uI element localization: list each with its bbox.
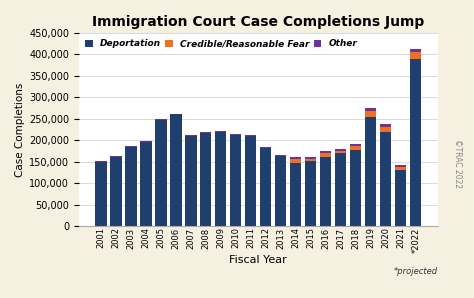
Bar xyxy=(320,153,331,156)
Bar xyxy=(95,162,107,226)
Bar xyxy=(260,148,272,226)
Bar xyxy=(395,165,406,167)
Bar xyxy=(125,146,137,147)
Bar xyxy=(380,127,392,132)
Bar xyxy=(320,151,331,153)
Bar xyxy=(290,159,301,162)
Text: *projected: *projected xyxy=(394,267,438,276)
Bar xyxy=(410,52,421,59)
Bar xyxy=(305,159,317,161)
Y-axis label: Case Completions: Case Completions xyxy=(15,82,25,177)
Bar xyxy=(410,59,421,226)
Bar xyxy=(275,156,286,226)
Bar xyxy=(140,142,152,226)
Bar xyxy=(335,151,346,153)
Bar xyxy=(320,156,331,226)
Bar xyxy=(125,147,137,226)
Bar xyxy=(185,135,197,136)
Bar xyxy=(380,132,392,226)
Bar xyxy=(245,136,256,226)
Text: ©TRAC 2022: ©TRAC 2022 xyxy=(453,139,462,188)
Bar xyxy=(395,170,406,226)
X-axis label: Fiscal Year: Fiscal Year xyxy=(229,255,287,266)
Bar xyxy=(155,119,166,226)
Bar xyxy=(260,147,272,148)
Bar xyxy=(110,156,121,226)
Bar xyxy=(170,114,182,226)
Bar xyxy=(350,144,361,146)
Bar xyxy=(275,155,286,156)
Bar xyxy=(350,146,361,150)
Bar xyxy=(290,157,301,159)
Bar xyxy=(395,167,406,170)
Bar xyxy=(230,134,241,135)
Bar xyxy=(200,133,211,226)
Bar xyxy=(410,49,421,52)
Bar xyxy=(335,153,346,226)
Bar xyxy=(365,108,376,111)
Bar xyxy=(200,132,211,133)
Bar xyxy=(305,156,317,159)
Bar xyxy=(365,117,376,226)
Bar xyxy=(230,135,241,226)
Bar xyxy=(215,131,227,132)
Title: Immigration Court Case Completions Jump: Immigration Court Case Completions Jump xyxy=(92,15,424,29)
Bar xyxy=(350,150,361,226)
Bar xyxy=(290,162,301,226)
Bar xyxy=(335,149,346,151)
Bar xyxy=(380,124,392,127)
Bar xyxy=(365,111,376,117)
Bar xyxy=(245,135,256,136)
Legend: Deportation, Credible/Reasonable Fear, Other: Deportation, Credible/Reasonable Fear, O… xyxy=(83,38,359,50)
Bar xyxy=(185,136,197,226)
Bar xyxy=(215,132,227,226)
Bar xyxy=(95,161,107,162)
Bar xyxy=(305,161,317,226)
